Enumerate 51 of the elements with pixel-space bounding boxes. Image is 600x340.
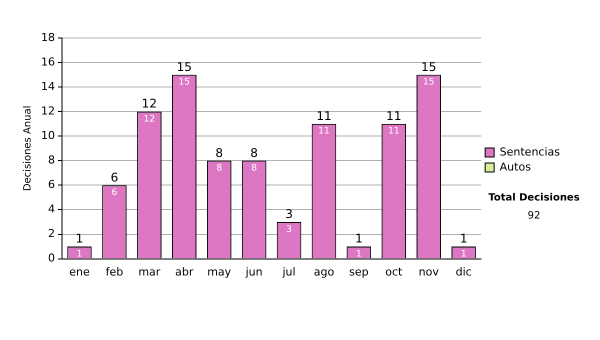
x-tick-label: jun [244, 265, 263, 278]
x-tick-label: may [207, 265, 232, 278]
x-tick-label: mar [138, 265, 161, 278]
total-label: 1 [355, 232, 363, 246]
text: Total Decisiones [488, 192, 580, 204]
data-label: 3 [286, 224, 292, 235]
x-tick-label: ene [69, 265, 90, 278]
legend-label: Sentencias [500, 145, 560, 158]
total-label: 3 [285, 207, 293, 222]
total-label: 8 [250, 146, 258, 160]
total-label: 11 [386, 108, 402, 123]
text: 92 [528, 210, 540, 222]
data-label: 8 [216, 164, 222, 174]
y-tick-label: 18 [40, 30, 55, 44]
data-label: 11 [388, 126, 400, 137]
y-tick-label: 8 [48, 154, 55, 167]
total-label: 1 [76, 232, 84, 246]
data-label: 1 [356, 249, 362, 260]
y-tick-label: 12 [40, 104, 55, 118]
y-tick-label: 16 [40, 55, 55, 68]
y-tick-label: 4 [48, 202, 55, 216]
data-label: 15 [178, 78, 190, 88]
legend-label: Autos [500, 160, 532, 174]
x-tick-label: feb [106, 265, 124, 278]
y-tick-label: 10 [40, 128, 55, 142]
data-label: 1 [460, 249, 467, 260]
total-label: 12 [142, 96, 157, 111]
total-label: 11 [316, 108, 332, 123]
total-label: 6 [110, 170, 118, 184]
x-tick-label: abr [175, 265, 194, 278]
y-axis-title: Decisiones Anual [22, 106, 34, 192]
data-label: 6 [112, 188, 118, 198]
total-label: 1 [460, 232, 468, 246]
data-label: 1 [76, 249, 82, 260]
data-label: 15 [423, 78, 434, 88]
total-label: 15 [421, 60, 436, 74]
x-tick-label: sep [349, 265, 369, 278]
y-tick-label: 14 [40, 80, 55, 93]
x-tick-label: oct [385, 265, 404, 278]
x-tick-label: jul [281, 265, 296, 278]
data-label: 11 [318, 126, 330, 137]
total-label: 15 [176, 60, 192, 74]
y-tick-label: 0 [48, 252, 55, 265]
x-tick-label: dic [456, 265, 472, 278]
x-tick-label: nov [418, 265, 440, 278]
y-tick-label: 2 [48, 227, 55, 240]
y-tick-label: 6 [48, 178, 55, 192]
total-label: 8 [215, 146, 223, 160]
x-tick-label: ago [314, 265, 334, 278]
data-label: 12 [144, 114, 156, 124]
data-label: 8 [251, 164, 258, 174]
